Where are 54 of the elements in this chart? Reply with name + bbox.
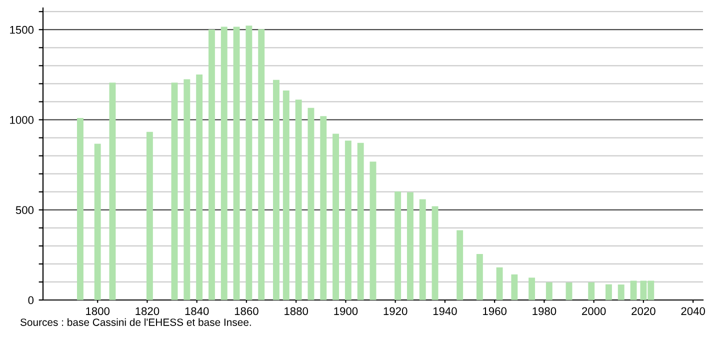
bar bbox=[496, 267, 503, 300]
bar bbox=[357, 142, 364, 300]
source-note: Sources : base Cassini de l'EHESS et base Insee. bbox=[20, 318, 251, 326]
bar bbox=[208, 29, 215, 300]
bar bbox=[630, 280, 637, 300]
bar bbox=[258, 29, 265, 300]
bar bbox=[605, 284, 612, 300]
bar bbox=[456, 230, 464, 300]
y-tick-label: 1500 bbox=[10, 26, 34, 34]
bar bbox=[432, 206, 438, 300]
bar bbox=[332, 134, 340, 300]
bar bbox=[419, 199, 426, 300]
bar bbox=[146, 132, 153, 300]
bar bbox=[273, 80, 280, 300]
x-tick-label: 1840 bbox=[185, 307, 209, 316]
bar bbox=[546, 282, 552, 300]
bar bbox=[308, 108, 314, 300]
bar bbox=[109, 82, 116, 300]
bar bbox=[246, 26, 252, 300]
bar bbox=[94, 144, 101, 300]
bar bbox=[76, 118, 84, 300]
x-tick-label: 1800 bbox=[86, 307, 110, 316]
y-tick-label: 1000 bbox=[10, 116, 34, 124]
bar bbox=[184, 79, 190, 300]
x-tick-label: 1820 bbox=[136, 307, 160, 316]
bar bbox=[588, 282, 595, 300]
x-tick-label: 1980 bbox=[532, 307, 556, 316]
bar bbox=[394, 191, 402, 300]
bar bbox=[528, 278, 536, 300]
bar bbox=[320, 116, 327, 300]
bar bbox=[196, 74, 203, 300]
bar bbox=[406, 192, 414, 300]
bar bbox=[344, 140, 352, 300]
y-tick-label: 0 bbox=[28, 296, 34, 304]
bar bbox=[282, 90, 290, 300]
bar bbox=[220, 26, 228, 300]
bar bbox=[511, 274, 518, 300]
y-tick-label: 500 bbox=[16, 206, 34, 214]
x-tick-label: 2000 bbox=[582, 307, 606, 316]
bar bbox=[618, 284, 624, 300]
x-tick-label: 1900 bbox=[334, 307, 358, 316]
bar bbox=[233, 26, 240, 300]
x-tick-label: 1960 bbox=[483, 307, 507, 316]
bar bbox=[295, 100, 302, 300]
x-tick-label: 1920 bbox=[384, 307, 408, 316]
x-tick-label: 1880 bbox=[284, 307, 308, 316]
x-tick-label: 2040 bbox=[681, 307, 705, 316]
bar bbox=[171, 82, 178, 300]
bar bbox=[476, 254, 483, 300]
x-tick-label: 1940 bbox=[433, 307, 457, 316]
bar bbox=[370, 162, 376, 300]
x-tick-label: 2020 bbox=[632, 307, 656, 316]
x-tick-label: 1860 bbox=[234, 307, 258, 316]
bar bbox=[566, 282, 572, 300]
